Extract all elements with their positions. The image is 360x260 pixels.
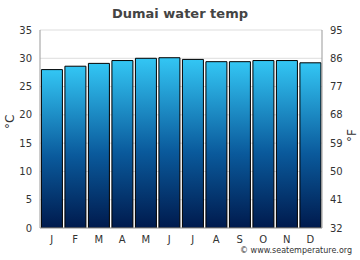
svg-text:50: 50 bbox=[330, 166, 343, 177]
svg-text:5: 5 bbox=[26, 194, 32, 205]
svg-text:32: 32 bbox=[330, 223, 343, 234]
svg-text:S: S bbox=[237, 234, 243, 245]
svg-text:O: O bbox=[259, 234, 267, 245]
svg-text:59: 59 bbox=[330, 138, 343, 149]
svg-text:A: A bbox=[119, 234, 126, 245]
svg-text:F: F bbox=[72, 234, 78, 245]
html-text:Dumai water temp: Dumai water temp bbox=[112, 6, 248, 21]
svg-text:86: 86 bbox=[330, 53, 343, 64]
svg-text:J: J bbox=[190, 234, 194, 245]
svg-text:30: 30 bbox=[19, 53, 32, 64]
svg-text:D: D bbox=[306, 234, 314, 245]
svg-text:25: 25 bbox=[19, 81, 32, 92]
svg-text:68: 68 bbox=[330, 109, 343, 120]
svg-text:77: 77 bbox=[330, 81, 343, 92]
svg-text:J: J bbox=[167, 234, 171, 245]
svg-text:35: 35 bbox=[19, 25, 32, 36]
svg-text:°F: °F bbox=[345, 129, 352, 142]
svg-text:10: 10 bbox=[19, 166, 32, 177]
svg-text:95: 95 bbox=[330, 25, 343, 36]
svg-text:N: N bbox=[283, 234, 290, 245]
svg-text:20: 20 bbox=[19, 109, 32, 120]
svg-text:M: M bbox=[94, 234, 103, 245]
svg-text:41: 41 bbox=[330, 194, 343, 205]
svg-text:M: M bbox=[141, 234, 150, 245]
svg-text:A: A bbox=[213, 234, 220, 245]
svg-text:°C: °C bbox=[8, 115, 17, 129]
html-text:© www.seatemperature.org: © www.seatemperature.org bbox=[240, 246, 352, 255]
svg-text:15: 15 bbox=[19, 138, 32, 149]
svg-text:J: J bbox=[49, 234, 53, 245]
svg-text:0: 0 bbox=[26, 223, 32, 234]
